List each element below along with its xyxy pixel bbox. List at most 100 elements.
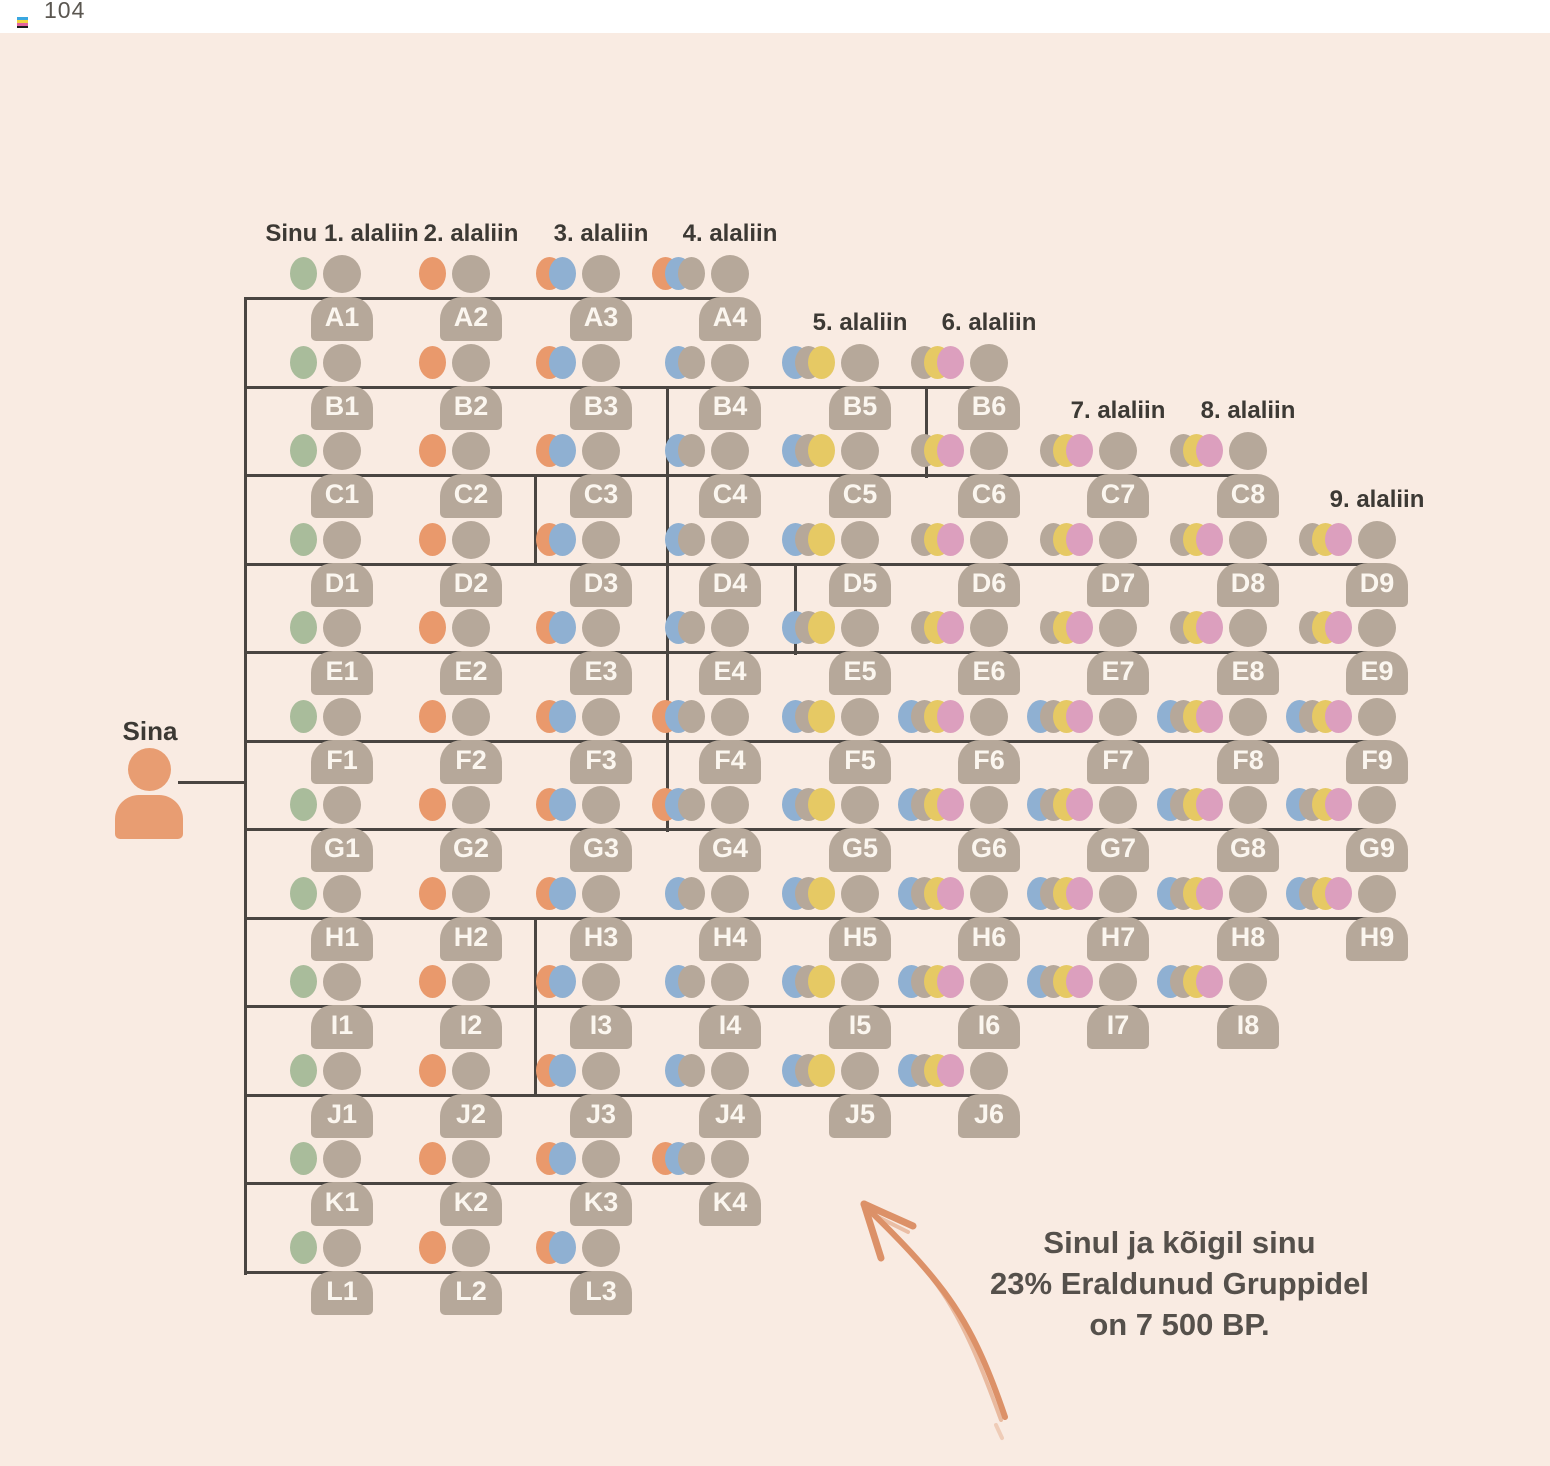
person-head — [970, 875, 1008, 913]
mutation-dot-yellow — [808, 523, 835, 556]
person-head — [711, 875, 749, 913]
person-body — [829, 474, 891, 518]
regmark-stripe — [17, 17, 28, 20]
branch-connector-line — [925, 387, 928, 478]
person-label: G9 — [1358, 833, 1396, 863]
person-icon: C5 — [829, 432, 891, 518]
person-body — [570, 1271, 632, 1315]
person-icon: G7 — [1087, 786, 1149, 872]
person-body — [1346, 563, 1408, 607]
person-head — [452, 432, 490, 470]
mutation-dot-blue — [549, 700, 576, 733]
person-label: I3 — [589, 1010, 613, 1040]
person-icon: C1 — [311, 432, 373, 518]
person-icon: D5 — [829, 521, 891, 607]
root-person-icon — [128, 748, 171, 791]
person-body — [699, 297, 761, 341]
person-icon: G9 — [1346, 786, 1408, 872]
person-head — [582, 875, 620, 913]
person-label: G6 — [970, 833, 1008, 863]
person-head — [323, 344, 361, 382]
person-label: G5 — [841, 833, 879, 863]
person-head — [711, 1052, 749, 1090]
person-icon: G2 — [440, 786, 502, 872]
person-head — [582, 344, 620, 382]
person-label: K2 — [453, 1187, 489, 1217]
person-head — [452, 786, 490, 824]
mutation-dot-pink — [1066, 788, 1093, 821]
person-body — [440, 563, 502, 607]
person-head — [841, 875, 879, 913]
mutation-dot-orange — [419, 523, 446, 556]
mutation-dot-green — [290, 611, 317, 644]
person-label: H5 — [842, 922, 878, 952]
person-label: I2 — [459, 1010, 483, 1040]
person-label: K1 — [324, 1187, 360, 1217]
person-body — [311, 1005, 373, 1049]
person-label: J1 — [326, 1099, 358, 1129]
person-icon: C4 — [699, 432, 761, 518]
mutation-dot-orange — [419, 700, 446, 733]
person-body — [699, 740, 761, 784]
person-label: J5 — [844, 1099, 876, 1129]
column-header-3: 3. alaliin — [553, 220, 649, 247]
person-body — [570, 563, 632, 607]
mutation-dot-pink — [937, 877, 964, 910]
person-icon: B6 — [958, 344, 1020, 430]
diagram-background — [0, 33, 1550, 1466]
person-body — [570, 1005, 632, 1049]
person-body — [1087, 740, 1149, 784]
person-label: G1 — [323, 833, 361, 863]
person-body — [570, 297, 632, 341]
person-icon: H9 — [1346, 875, 1408, 961]
person-body — [570, 828, 632, 872]
person-body — [699, 474, 761, 518]
person-body — [1087, 917, 1149, 961]
person-body — [311, 386, 373, 430]
mutation-dot-taupe — [678, 700, 705, 733]
person-icon: D6 — [958, 521, 1020, 607]
person-label: J2 — [455, 1099, 487, 1129]
person-icon: J5 — [829, 1052, 891, 1138]
person-body — [440, 1005, 502, 1049]
person-icon: H7 — [1087, 875, 1149, 961]
person-body — [1346, 740, 1408, 784]
person-label: B4 — [712, 391, 748, 421]
person-label: F9 — [1361, 745, 1393, 775]
person-label: E9 — [1360, 656, 1394, 686]
person-body — [1087, 1005, 1149, 1049]
mutation-dot-pink — [1325, 523, 1352, 556]
person-head — [1229, 875, 1267, 913]
mutation-dot-blue — [549, 1142, 576, 1175]
person-label: L2 — [455, 1276, 487, 1306]
mutation-dot-pink — [1066, 965, 1093, 998]
person-icon: I1 — [311, 963, 373, 1049]
person-label: I1 — [330, 1010, 354, 1040]
person-body — [311, 917, 373, 961]
person-icon: A1 — [311, 255, 373, 341]
person-head — [323, 432, 361, 470]
person-head — [1099, 432, 1137, 470]
person-head — [452, 521, 490, 559]
person-label: E3 — [584, 656, 618, 686]
person-head — [323, 1140, 361, 1178]
person-body — [829, 1005, 891, 1049]
mutation-dot-green — [290, 1231, 317, 1264]
person-icon: F6 — [958, 698, 1020, 784]
person-label: F4 — [714, 745, 746, 775]
person-head — [970, 609, 1008, 647]
person-body — [440, 1094, 502, 1138]
person-icon: C6 — [958, 432, 1020, 518]
person-head — [452, 698, 490, 736]
person-icon: E8 — [1217, 609, 1279, 695]
person-label: C4 — [712, 479, 748, 509]
person-head — [323, 875, 361, 913]
person-body — [570, 1094, 632, 1138]
person-icon: I4 — [699, 963, 761, 1049]
print-registration-mark — [17, 17, 28, 28]
regmark-stripe — [17, 26, 28, 28]
person-head — [582, 1052, 620, 1090]
person-icon: D4 — [699, 521, 761, 607]
mutation-dot-pink — [937, 434, 964, 467]
